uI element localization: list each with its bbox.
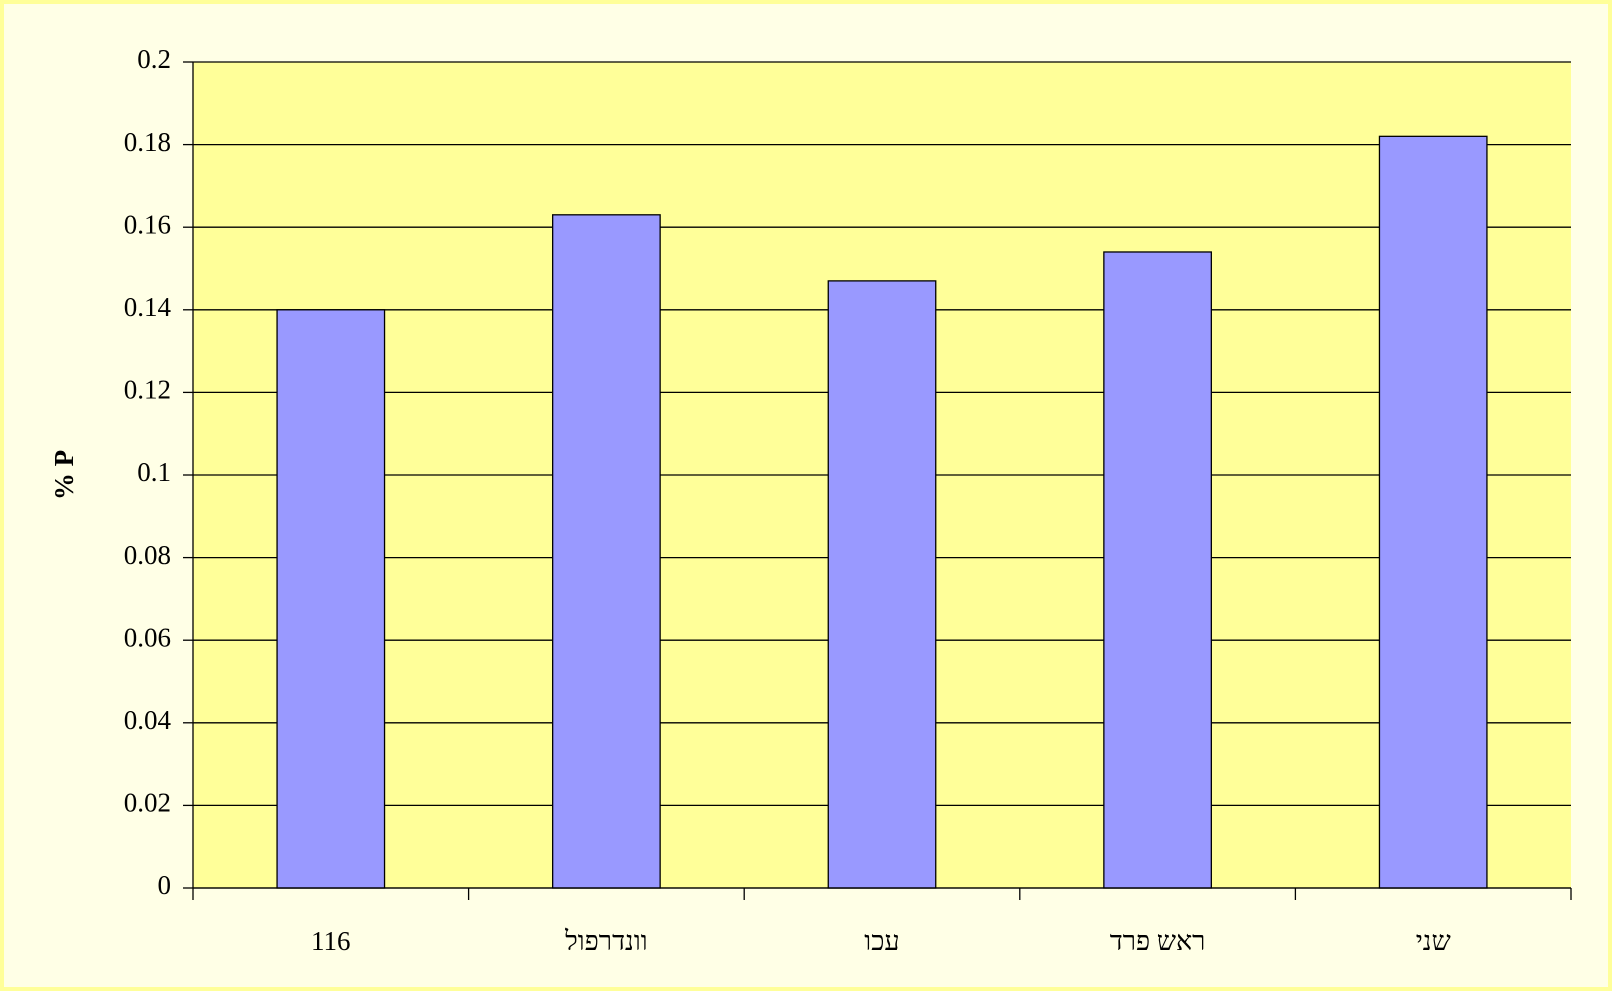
bar: [1103, 251, 1212, 889]
bar: [827, 280, 937, 889]
y-tick-label: 0.12: [124, 375, 171, 405]
bar: [1378, 135, 1488, 889]
bar: [552, 214, 661, 889]
y-tick-label: 0: [158, 870, 172, 900]
y-axis-label: % P: [49, 450, 79, 500]
x-tick-label: עכו: [864, 926, 899, 956]
y-tick-label: 0.06: [124, 622, 171, 652]
y-tick-label: 0.18: [124, 127, 171, 157]
y-tick-label: 0.1: [137, 457, 171, 487]
x-tick-label: שני: [1416, 926, 1451, 956]
y-tick-label: 0.02: [124, 788, 171, 818]
y-tick-label: 0.04: [124, 705, 172, 735]
y-tick-label: 0.14: [124, 292, 172, 322]
y-tick-label: 0.08: [124, 540, 171, 570]
x-tick-label: וונדרפול: [564, 926, 648, 956]
y-tick-label: 0.16: [124, 209, 171, 239]
bar: [276, 309, 386, 889]
x-tick-label: 116: [311, 926, 351, 956]
y-tick-label: 0.2: [137, 44, 171, 74]
x-tick-label: ראש פרד: [1110, 926, 1206, 956]
